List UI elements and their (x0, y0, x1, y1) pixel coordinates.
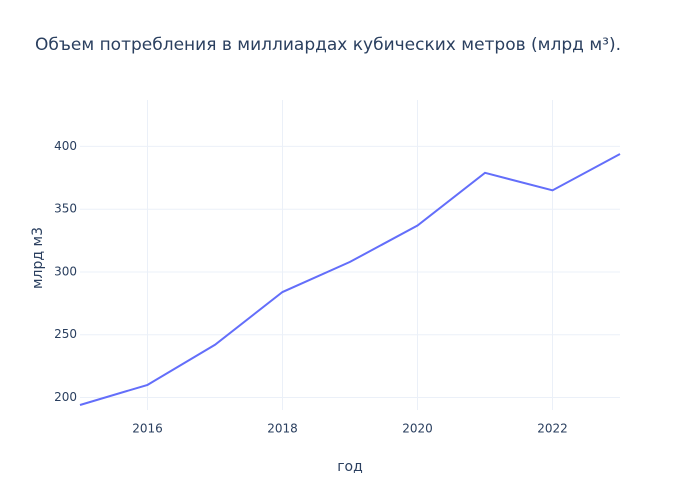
chart-title: Объем потребления в миллиардах кубически… (35, 35, 621, 55)
y-tick-label: 300 (54, 264, 77, 278)
y-tick-label: 250 (54, 327, 77, 341)
y-axis-title: млрд м3 (30, 227, 46, 289)
x-tick-label: 2020 (402, 422, 433, 436)
y-tick-label: 400 (54, 139, 77, 153)
line (79, 153, 621, 406)
y-tick-label: 200 (54, 390, 77, 404)
x-axis-title: год (337, 459, 363, 475)
x-tick-label: 2018 (267, 422, 298, 436)
y-tick-label: 350 (54, 202, 77, 216)
x-tick-label: 2022 (537, 422, 568, 436)
x-tick-label: 2016 (132, 422, 163, 436)
